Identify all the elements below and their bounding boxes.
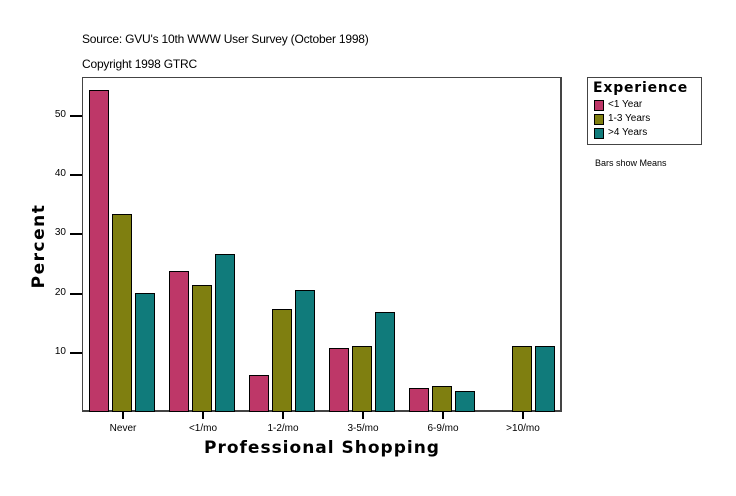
legend-label: <1 Year <box>608 99 643 110</box>
legend-label: 1-3 Years <box>608 113 651 124</box>
legend-title: Experience <box>593 80 689 96</box>
bar <box>272 309 292 413</box>
y-tick-label: 50 <box>54 108 66 120</box>
bar <box>512 345 532 413</box>
legend-label: >4 Years <box>608 127 648 138</box>
chart-copyright: Copyright 1998 GTRC <box>82 57 197 71</box>
bar <box>352 345 372 413</box>
y-tick-label: 30 <box>54 227 66 239</box>
y-tick <box>70 174 82 177</box>
bar <box>112 214 132 413</box>
bar <box>535 345 555 413</box>
plot-area <box>82 77 562 412</box>
legend-swatch <box>594 128 604 139</box>
x-tick <box>202 412 204 419</box>
bar <box>135 293 155 413</box>
chart-note: Bars show Means <box>595 158 667 168</box>
x-tick <box>442 412 444 419</box>
y-tick-label: 40 <box>54 168 66 180</box>
bar <box>329 348 349 413</box>
x-tick-label: >10/mo <box>506 423 540 434</box>
y-axis-title: Percent <box>29 203 49 289</box>
x-tick <box>522 412 524 419</box>
x-tick-label: 3-5/mo <box>347 423 379 434</box>
x-tick <box>122 412 124 419</box>
bar <box>192 284 212 413</box>
bar <box>432 386 452 413</box>
y-tick <box>70 352 82 354</box>
bar <box>455 390 475 413</box>
legend: Experience <1 Year 1-3 Years >4 Years <box>587 77 702 145</box>
x-tick-label: 6-9/mo <box>427 423 459 434</box>
legend-swatch <box>594 114 604 125</box>
y-tick <box>70 114 82 117</box>
x-axis-title: Professional Shopping <box>204 438 440 458</box>
x-tick-label: <1/mo <box>188 423 218 434</box>
bar <box>375 312 395 413</box>
bar <box>215 253 235 413</box>
x-tick <box>362 412 364 419</box>
y-tick <box>70 233 82 236</box>
chart-source: Source: GVU's 10th WWW User Survey (Octo… <box>82 32 369 46</box>
bar <box>409 387 429 413</box>
legend-swatch <box>594 100 604 111</box>
y-tick-label: 20 <box>54 286 66 298</box>
y-tick-label: 10 <box>54 346 66 357</box>
y-tick <box>70 292 82 295</box>
bar <box>295 290 315 413</box>
x-tick-label: 1-2/mo <box>267 423 299 434</box>
bar <box>249 374 269 413</box>
bar <box>89 89 109 413</box>
bar <box>169 271 189 413</box>
x-tick <box>282 412 284 419</box>
x-tick-label: Never <box>109 423 137 434</box>
